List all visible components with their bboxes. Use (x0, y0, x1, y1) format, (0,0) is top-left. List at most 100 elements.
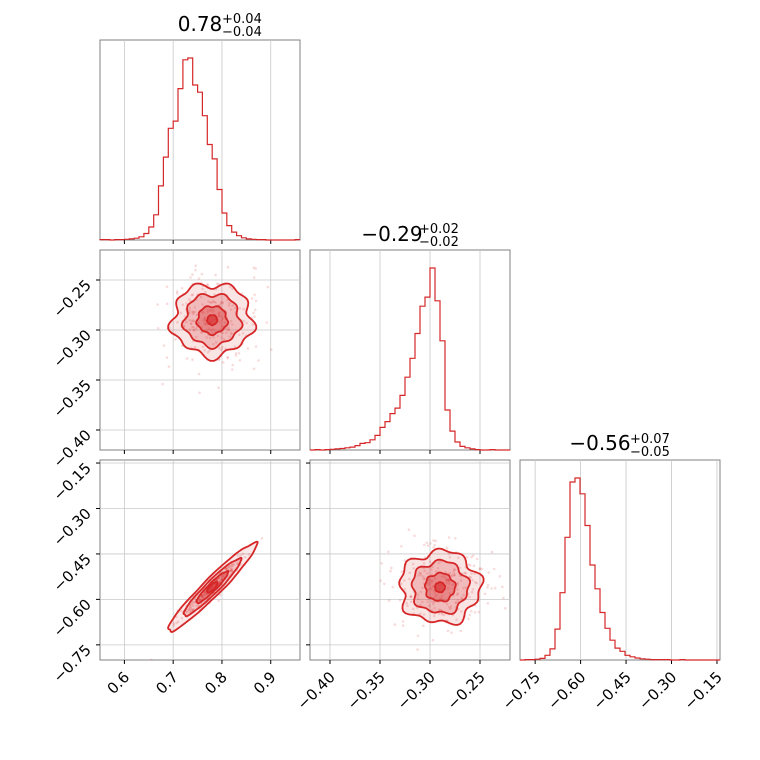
pair-0-1-sample-211 (207, 327, 211, 330)
pair-1-2-sample-220 (421, 600, 424, 604)
pair-0-1-sample-191 (165, 302, 169, 306)
pair-0-1-sample-160 (206, 283, 210, 287)
pair-0-1-sample-101 (227, 304, 231, 307)
pair-0-1-sample-79 (270, 348, 273, 351)
pair-1-2-sample-45 (421, 586, 424, 590)
pair-0-1-sample-23 (185, 357, 189, 360)
pair-0-1-sample-131 (238, 307, 242, 310)
hist-param-1-frame (309, 249, 511, 451)
pair-1-2-sample-178 (449, 607, 452, 610)
pair-0-2-sample-226 (205, 593, 208, 596)
pair-1-2-sample-2 (428, 578, 431, 582)
pair-1-2-sample-29 (447, 582, 451, 585)
title-param-0: 0.78 (178, 12, 223, 36)
pair-0-2-sample-51 (239, 554, 242, 557)
pair-1-2-sample-38 (493, 586, 497, 590)
pair-0-1-sample-109 (211, 300, 215, 303)
pair-1-2-sample-90 (409, 595, 413, 598)
pair-1-2-sample-151 (423, 577, 427, 580)
pair-0-2-sample-64 (187, 608, 191, 611)
pair-0-1-sample-257 (251, 323, 255, 326)
pair-0-2-sample-161 (175, 621, 178, 625)
pair-1-2-sample-241 (438, 596, 442, 599)
pair-0-2-sample-15 (201, 594, 204, 597)
pair-0-1-sample-239 (234, 354, 238, 357)
pair-0-1-sample-89 (193, 310, 197, 314)
pair-0-1-sample-133 (189, 322, 193, 325)
pair-1-2-sample-230 (467, 563, 470, 566)
pair-0-2-sample-134 (203, 591, 206, 594)
pair-1-2-sample-160 (454, 601, 458, 604)
pair-0-1-sample-1 (192, 319, 195, 322)
pair-0-1-sample-255 (221, 346, 224, 349)
pair-0-1-sample-75 (209, 301, 212, 304)
hist-param-2-xticklabel-2: −0.45 (590, 668, 635, 713)
pair-1-2-sample-238 (459, 579, 463, 582)
pair-0-1-sample-16 (200, 310, 204, 314)
pair-1-2-sample-34 (437, 612, 441, 615)
pair-0-2-sample-212 (236, 554, 240, 557)
pair-1-2-sample-82 (469, 576, 473, 579)
pair-0-1-sample-132 (225, 327, 228, 331)
pair-0-1-sample-195 (246, 347, 250, 350)
pair-1-2-sample-37 (492, 567, 496, 571)
pair-1-2-sample-49 (403, 587, 407, 591)
pair-1-2-sample-147 (434, 539, 438, 543)
pair-0-1-sample-154 (188, 306, 192, 310)
pair-0-1-sample-99 (221, 301, 225, 304)
pair-1-2-sample-71 (427, 604, 431, 607)
pair-1-2-sample-40 (416, 597, 420, 600)
pair-0-1-sample-168 (228, 335, 231, 338)
pair-1-2-sample-111 (454, 537, 457, 540)
pair-1-2-sample-243 (478, 567, 481, 571)
pair-1-2-sample-205 (455, 618, 458, 621)
pair-0-1-sample-198 (206, 308, 210, 312)
pair-0-1-sample-205 (214, 301, 217, 304)
pair-0-1-sample-5 (214, 273, 217, 277)
pair-1-2-sample-156 (462, 593, 466, 597)
panels-layer: −0.75 −0.60 −0.45 −0.30 −0.15−0.40−0.35−0.30… (50, 39, 726, 713)
pair-0-1-sample-34 (238, 359, 242, 362)
pair-0-1-sample-243 (218, 346, 221, 350)
pair-0-1-sample-188 (220, 315, 223, 318)
pair-0-2-xticklabel-2: 0.8 (201, 668, 231, 698)
hist-param-1-line (310, 267, 510, 451)
hist-param-2-xticklabel-0: −0.75 (499, 668, 544, 713)
hist-param-2-xticklabel-3: −0.30 (635, 668, 680, 713)
title-param-2-minus: −0.05 (630, 445, 670, 460)
pair-1-2-sample-5 (408, 571, 412, 575)
pair-0-1-sample-58 (226, 356, 229, 360)
pair-0-1-sample-7 (219, 302, 223, 306)
pair-1-2-sample-96 (450, 631, 453, 634)
pair-1-2-sample-39 (411, 562, 415, 566)
pair-0-1-sample-206 (253, 315, 256, 319)
pair-1-2-sample-112 (453, 573, 456, 577)
pair-1-2-sample-131 (440, 597, 444, 600)
pair-0-1-sample-163 (179, 311, 183, 315)
pair-1-2-sample-107 (474, 581, 477, 584)
pair-1-2-sample-114 (441, 575, 444, 578)
title-param-0-plus: +0.04 (222, 12, 262, 27)
pair-0-2-yticklabel-3: −0.30 (50, 505, 95, 550)
pair-1-2-sample-192 (380, 562, 383, 565)
pair-1-2-sample-87 (464, 572, 468, 575)
pair-0-1-sample-17 (188, 309, 191, 312)
pair-0-1-sample-166 (185, 302, 188, 305)
pair-0-1-sample-27 (192, 320, 195, 323)
pair-0-1-sample-140 (234, 352, 238, 355)
pair-0-1-sample-137 (192, 328, 196, 332)
pair-1-2-sample-185 (464, 586, 468, 589)
pair-0-2-yticklabel-1: −0.60 (50, 595, 95, 640)
pair-1-2-sample-236 (437, 608, 441, 612)
pair-0-2-sample-70 (176, 620, 180, 623)
pair-1-2-sample-217 (475, 557, 479, 561)
pair-1-2-sample-149 (431, 638, 435, 642)
pair-1-2-sample-154 (444, 570, 447, 574)
pair-1-2-sample-65 (389, 569, 392, 573)
pair-1-2-sample-135 (448, 592, 452, 595)
pair-1-2-sample-94 (435, 593, 439, 597)
pair-0-2-sample-2 (203, 593, 207, 597)
pair-1-2-sample-183 (486, 586, 489, 589)
pair-1-2-sample-116 (473, 572, 477, 575)
pair-1-2-sample-36 (430, 579, 434, 583)
